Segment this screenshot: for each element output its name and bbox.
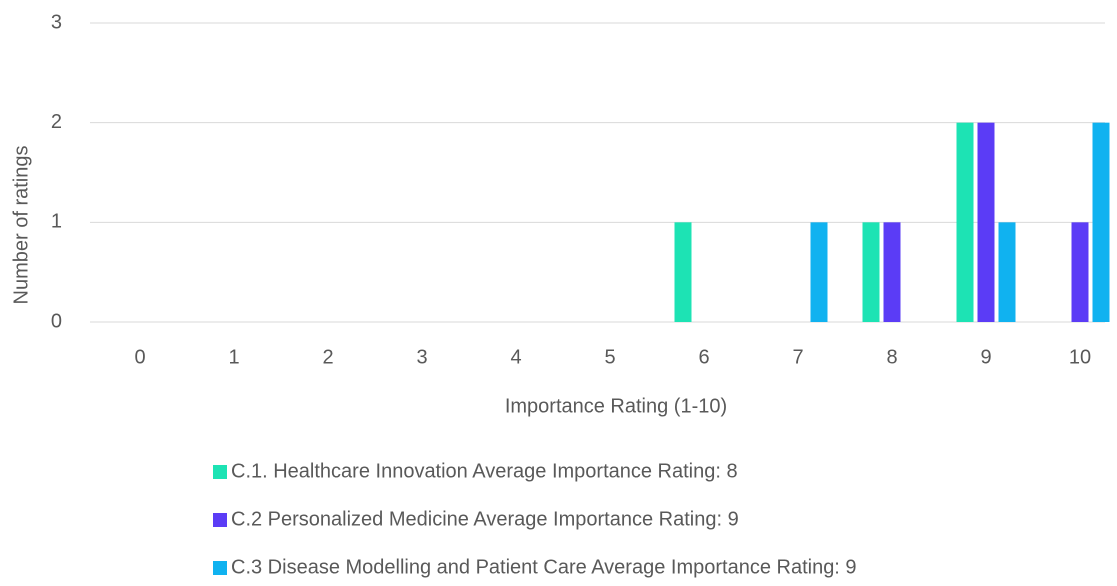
legend-swatch bbox=[213, 465, 227, 479]
y-tick-label: 2 bbox=[51, 111, 62, 133]
x-tick-label: 0 bbox=[134, 346, 145, 368]
bar bbox=[674, 222, 692, 322]
y-tick-label: 1 bbox=[51, 211, 62, 233]
y-axis-title: Number of ratings bbox=[10, 146, 32, 305]
legend-swatch bbox=[213, 561, 227, 575]
bar bbox=[977, 122, 995, 323]
x-tick-label: 8 bbox=[886, 346, 897, 368]
x-axis-title: Importance Rating (1-10) bbox=[505, 395, 727, 417]
y-tick-label: 0 bbox=[51, 310, 62, 332]
x-tick-label: 4 bbox=[510, 346, 521, 368]
x-tick-label: 7 bbox=[792, 346, 803, 368]
x-tick-label: 6 bbox=[698, 346, 709, 368]
bar bbox=[883, 222, 901, 322]
legend-swatch bbox=[213, 513, 227, 527]
bar bbox=[810, 222, 828, 322]
x-tick-label: 10 bbox=[1069, 346, 1091, 368]
x-tick-label: 5 bbox=[604, 346, 615, 368]
x-tick-label: 2 bbox=[322, 346, 333, 368]
x-tick-label: 9 bbox=[980, 346, 991, 368]
bar bbox=[998, 222, 1016, 322]
bar bbox=[862, 222, 880, 322]
bar bbox=[1071, 222, 1089, 322]
bar bbox=[1092, 122, 1110, 323]
bar bbox=[956, 122, 974, 323]
x-tick-label: 3 bbox=[416, 346, 427, 368]
y-tick-label: 3 bbox=[51, 11, 62, 33]
legend-label: C.1. Healthcare Innovation Average Impor… bbox=[231, 460, 738, 482]
legend-label: C.3 Disease Modelling and Patient Care A… bbox=[231, 556, 857, 578]
legend-label: C.2 Personalized Medicine Average Import… bbox=[231, 508, 739, 530]
x-tick-label: 1 bbox=[228, 346, 239, 368]
